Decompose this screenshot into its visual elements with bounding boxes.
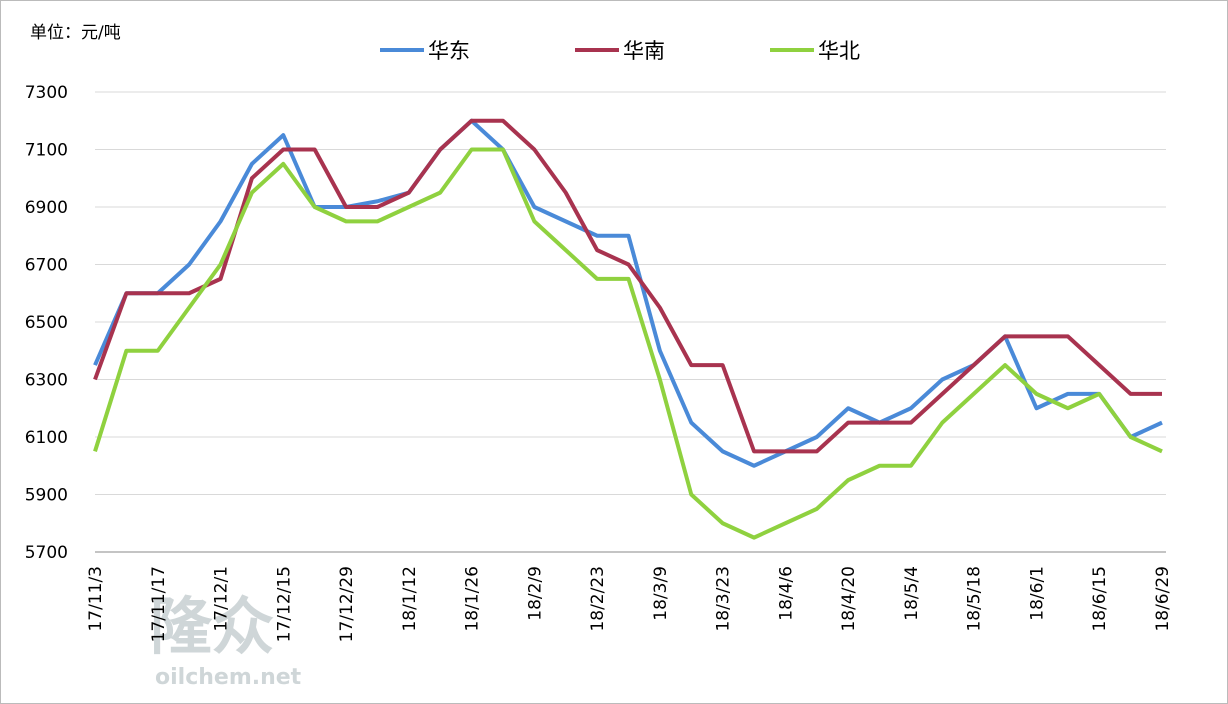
x-tick-label: 18/1/26 (463, 566, 483, 632)
x-tick-label: 18/5/4 (902, 566, 922, 621)
x-tick-label: 17/12/29 (337, 566, 357, 642)
x-tick-label: 18/6/15 (1090, 566, 1110, 632)
x-tick-label: 18/6/29 (1153, 566, 1173, 632)
x-tick-label: 17/12/15 (274, 566, 294, 642)
x-tick-label: 17/11/17 (149, 566, 169, 642)
x-tick-label: 18/1/12 (400, 566, 420, 632)
x-tick-label: 18/2/9 (525, 566, 545, 621)
legend-label: 华东 (428, 39, 470, 63)
x-tick-label: 17/12/1 (212, 566, 232, 632)
unit-label: 单位：元/吨 (30, 23, 121, 43)
x-tick-label: 18/4/20 (839, 566, 859, 632)
y-tick-label: 7100 (25, 141, 68, 161)
y-tick-label: 5700 (25, 543, 68, 563)
watermark-brand: 隆众 (150, 590, 274, 663)
y-tick-label: 6500 (25, 313, 68, 333)
x-tick-label: 18/6/1 (1027, 566, 1047, 621)
y-tick-label: 6900 (25, 198, 68, 218)
x-tick-label: 18/5/18 (965, 566, 985, 632)
y-tick-label: 6700 (25, 256, 68, 276)
x-tick-label: 18/3/23 (714, 566, 734, 632)
y-tick-label: 6300 (25, 371, 68, 391)
legend-label: 华北 (818, 39, 860, 63)
x-tick-label: 18/4/6 (776, 566, 796, 621)
x-tick-label: 18/3/9 (651, 566, 671, 621)
y-tick-label: 7300 (25, 83, 68, 103)
watermark-site: oilchem.net (155, 665, 302, 690)
series-line (93, 147, 1163, 540)
legend-label: 华南 (623, 39, 665, 63)
y-tick-label: 6100 (25, 428, 68, 448)
x-tick-label: 18/2/23 (588, 566, 608, 632)
series-line (93, 118, 1162, 454)
x-tick-label: 17/11/3 (86, 566, 106, 632)
y-tick-label: 5900 (25, 486, 68, 506)
